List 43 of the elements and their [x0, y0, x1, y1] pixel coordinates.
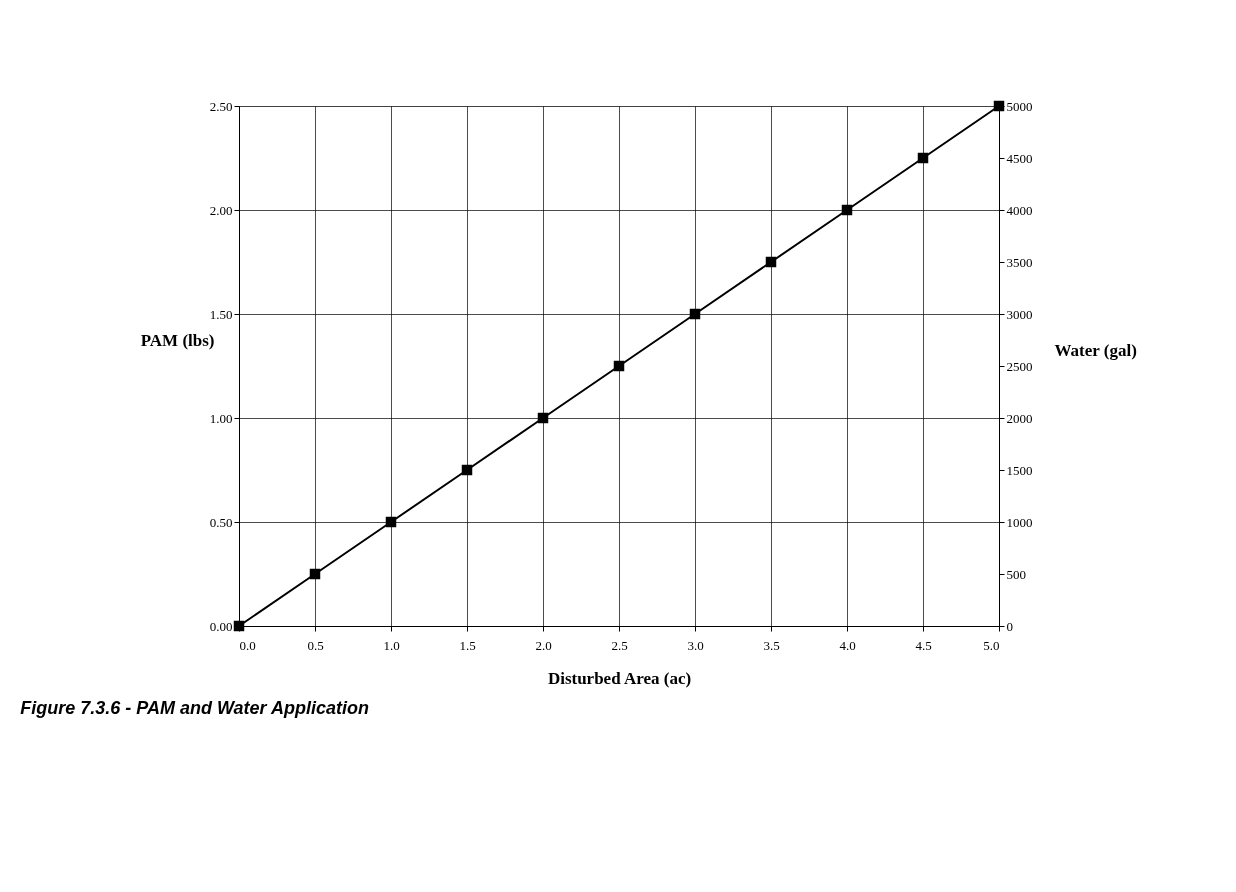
x-tick-label: 1.0: [383, 637, 400, 653]
x-tick-label: 5.0: [983, 637, 1000, 653]
x-axis-title: Disturbed Area (ac): [547, 668, 692, 688]
y2-axis-title: Water (gal): [1054, 340, 1137, 360]
point: [309, 568, 321, 580]
y2-tick-label: 3500: [1006, 254, 1033, 270]
x-tick-label: 3.5: [763, 637, 780, 653]
x-tick-label: 0.5: [307, 637, 324, 653]
y-tick-label: 2.00: [209, 202, 233, 218]
caption: Figure 7.3.6 - PAM and Water Application: [20, 698, 369, 718]
point: [917, 152, 929, 164]
y2-tick-label: 4500: [1006, 150, 1033, 166]
y-tick-label: 2.50: [209, 98, 233, 114]
y-tick-label: 1.50: [209, 306, 233, 322]
point: [993, 100, 1005, 112]
y2-tick-label: 0: [1006, 618, 1013, 634]
y-tick-label: 0.00: [209, 618, 233, 634]
y-axis-title: PAM (lbs): [140, 330, 215, 350]
x-tick-label: 2.5: [611, 637, 628, 653]
y2-tick-label: 5000: [1006, 98, 1033, 114]
y2-tick-label: 2000: [1006, 410, 1033, 426]
point: [841, 204, 853, 216]
point: [385, 516, 397, 528]
y-tick-label: 1.00: [209, 410, 233, 426]
x-tick-label: 3.0: [687, 637, 704, 653]
x-tick-label: 0.0: [239, 637, 256, 653]
point: [613, 360, 625, 372]
y2-tick-label: 2500: [1006, 358, 1033, 374]
x-tick-label: 4.0: [839, 637, 856, 653]
point: [537, 412, 549, 424]
point: [689, 308, 701, 320]
y2-tick-label: 1500: [1006, 462, 1033, 478]
x-tick-label: 2.0: [535, 637, 552, 653]
x-tick-label: 4.5: [915, 637, 932, 653]
x-tick-label: 1.5: [459, 637, 476, 653]
y2-tick-label: 500: [1006, 566, 1026, 582]
point: [233, 620, 245, 632]
y2-tick-label: 4000: [1006, 202, 1033, 218]
point: [765, 256, 777, 268]
y2-tick-label: 1000: [1006, 514, 1033, 530]
y2-tick-label: 3000: [1006, 306, 1033, 322]
point: [461, 464, 473, 476]
y-tick-label: 0.50: [209, 514, 233, 530]
